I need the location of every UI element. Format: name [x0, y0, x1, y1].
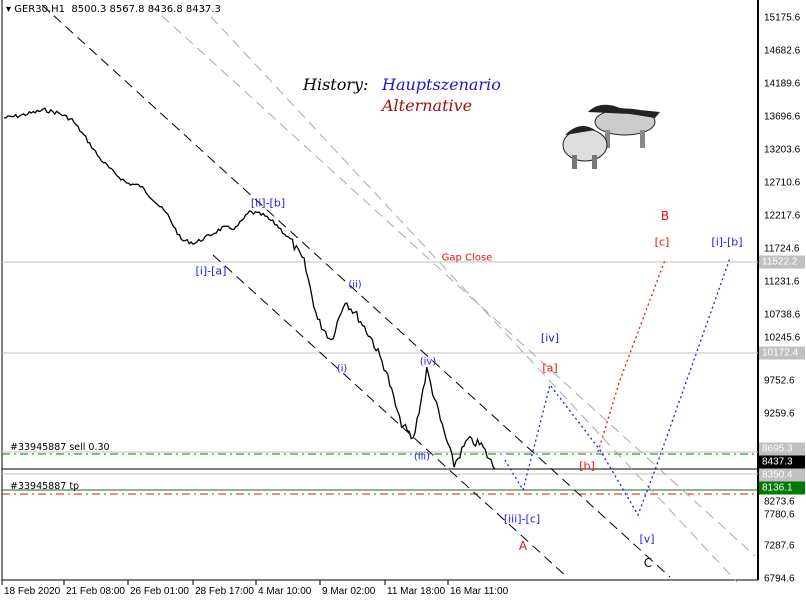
price-tag: 11522.2: [759, 255, 805, 269]
price-tick-label: 7287.6: [764, 540, 795, 552]
price-tick-label: 13696.6: [764, 111, 801, 123]
symbol-label: GER30,H1: [14, 4, 66, 15]
price-tick-label: 8273.6: [764, 496, 795, 508]
wave-label: [c]: [654, 235, 670, 249]
price-tick-label: 10245.6: [764, 332, 801, 344]
price-tick-label: 12710.6: [764, 177, 801, 189]
price-tick-label: 6794.6: [764, 573, 795, 585]
wave-label: A: [518, 539, 528, 553]
price-tick-label: 12217.6: [764, 210, 801, 222]
time-tick-label: 4 Mar 10:00: [258, 586, 312, 597]
gap-close-label: Gap Close: [441, 252, 493, 264]
time-tick-label: 28 Feb 17:00: [195, 586, 254, 597]
bulls-logo: [562, 104, 660, 169]
wave-label: [iv]: [540, 331, 560, 345]
wave-label: [iii]-[c]: [503, 512, 541, 526]
time-tick-label: 18 Feb 2020: [4, 586, 61, 597]
time-tick-label: 26 Feb 01:00: [130, 586, 189, 597]
price-tag: 8437.3: [759, 455, 805, 469]
wave-label: (ii): [348, 279, 362, 291]
sell-order-label[interactable]: #33945887 sell 0.30: [10, 442, 110, 453]
legend-alt: Alternative: [382, 96, 473, 115]
wave-label: [v]: [639, 532, 655, 546]
horizontal-levels: [2, 261, 758, 495]
main-scenario-path: [504, 257, 731, 517]
legend-main: Hauptszenario: [382, 75, 501, 94]
channel-lower: [212, 254, 568, 578]
wave-label: B: [660, 209, 670, 223]
legend-history: History:: [303, 75, 369, 94]
wave-label: (i): [336, 363, 348, 375]
ohlc-values: 8500.3 8567.8 8436.8 8437.3: [71, 4, 221, 15]
price-tick-label: 10738.6: [764, 309, 801, 321]
wave-label: [ii]-[b]: [250, 196, 286, 210]
channel-lines: [41, 4, 756, 583]
wave-label: C: [643, 556, 653, 570]
price-tag: 8695.3: [759, 442, 805, 456]
price-tick-label: 9259.6: [764, 408, 795, 420]
tp-order-label[interactable]: #33945887 tp: [10, 481, 80, 492]
price-tag: 8350.4: [759, 468, 805, 482]
channel-upper: [41, 4, 671, 578]
gray-channel-1: [149, 4, 756, 557]
price-tick-label: 15175.6: [764, 12, 801, 24]
alternative-scenario-path: [597, 259, 666, 453]
time-tick-label: 21 Feb 08:00: [66, 586, 125, 597]
wave-label: [i]-[a]: [195, 264, 227, 278]
wave-label: (iv): [419, 356, 437, 368]
price-tick-label: 11231.6: [764, 276, 800, 288]
wave-label: [a]: [542, 361, 558, 375]
price-series-line: [4, 107, 496, 470]
wave-label: [i]-[b]: [711, 235, 743, 249]
gray-channel-2: [199, 4, 738, 583]
chart-header: ▾ GER30,H1 8500.3 8567.8 8436.8 8437.3: [6, 4, 221, 15]
price-tag: 10172.4: [759, 346, 805, 360]
wave-label: [b]: [579, 459, 595, 473]
wave-label: (iii): [413, 451, 431, 463]
price-tick-label: 14189.6: [764, 78, 801, 90]
price-tick-label: 14682.6: [764, 45, 801, 57]
price-tag: 8136.1: [759, 481, 805, 495]
price-tick-label: 7780.6: [764, 509, 795, 521]
price-tick-label: 9752.6: [764, 375, 795, 387]
time-tick-label: 11 Mar 18:00: [387, 586, 446, 597]
price-tick-label: 13203.6: [764, 144, 801, 156]
time-tick-label: 16 Mar 11:00: [450, 586, 509, 597]
time-tick-label: 9 Mar 02:00: [322, 586, 376, 597]
price-tick-label: 11724.6: [764, 243, 800, 255]
